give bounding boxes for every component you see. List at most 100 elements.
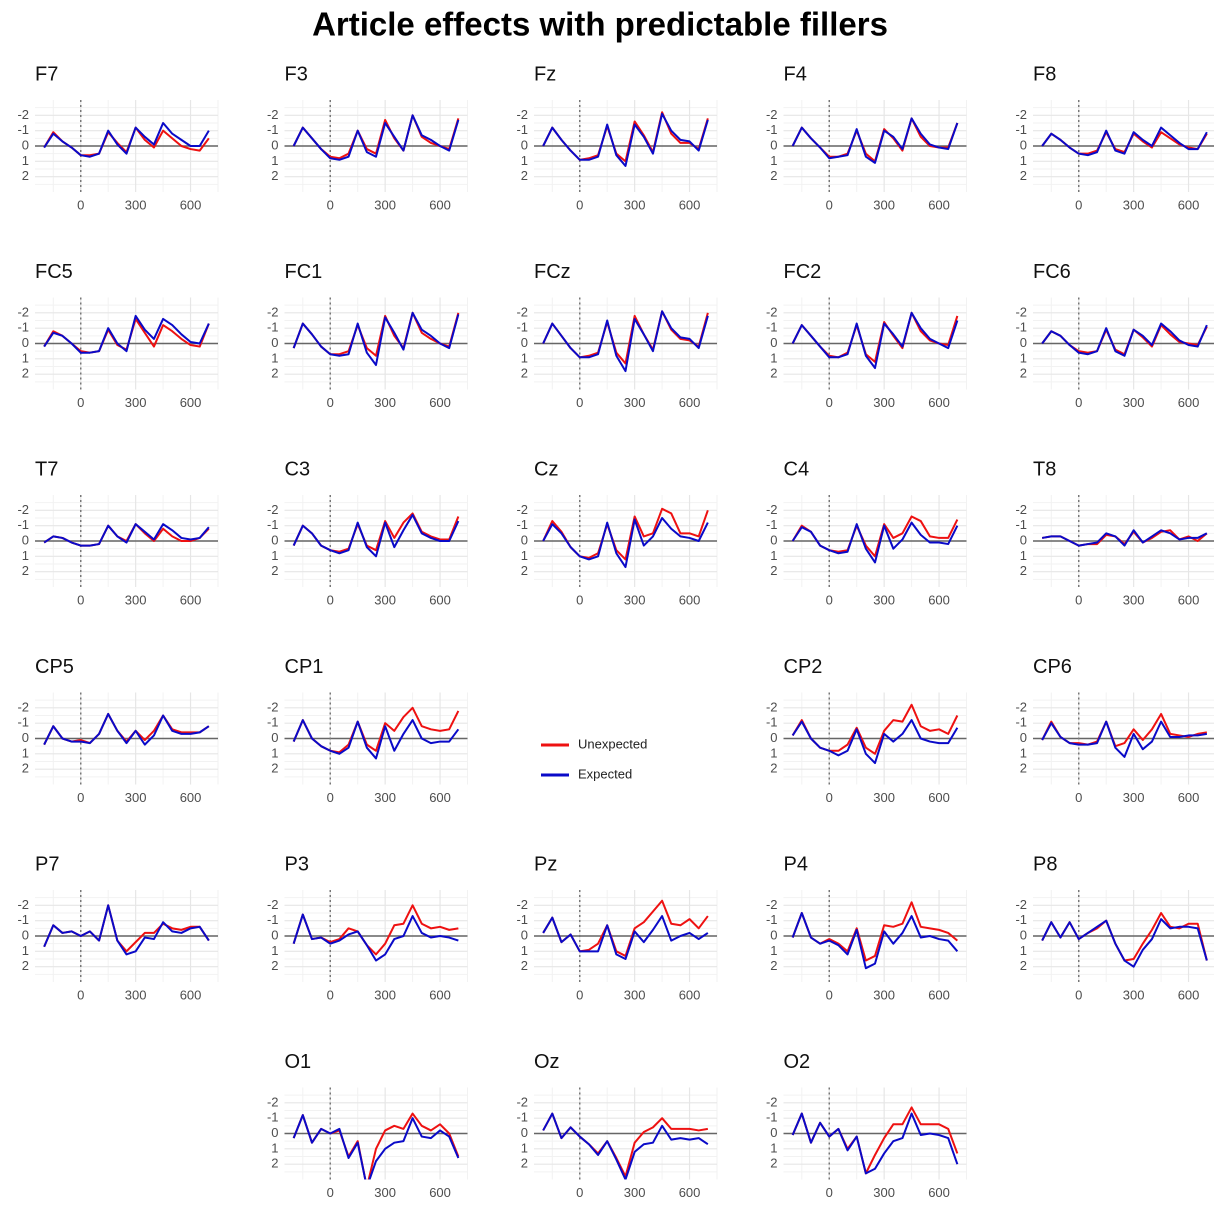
erp-line — [292, 719, 460, 760]
y-tick-label: -1 — [516, 517, 528, 532]
x-tick-label: 600 — [679, 197, 701, 212]
x-tick-label: 0 — [327, 1185, 334, 1200]
y-tick-label: -1 — [1015, 517, 1027, 532]
x-tick-label: 300 — [374, 395, 396, 410]
y-tick-label: -2 — [766, 107, 778, 122]
y-tick-label: -2 — [17, 304, 29, 319]
x-tick-label: 300 — [1123, 395, 1145, 410]
y-tick-label: 0 — [22, 137, 29, 152]
y-tick-label: 2 — [22, 958, 29, 973]
y-tick-label: 0 — [521, 335, 528, 350]
x-tick-label: 600 — [928, 987, 950, 1002]
x-tick-label: 0 — [576, 1185, 583, 1200]
y-tick-label: -1 — [17, 912, 29, 927]
x-tick-label: 0 — [1075, 790, 1082, 805]
x-tick-label: 0 — [826, 790, 833, 805]
y-tick-label: 2 — [770, 366, 777, 381]
x-tick-label: 600 — [1178, 592, 1200, 607]
panel-title: F7 — [35, 63, 58, 85]
y-tick-label: -1 — [766, 1110, 778, 1125]
y-tick-label: -1 — [17, 320, 29, 335]
y-tick-label: 1 — [770, 745, 777, 760]
y-tick-label: 0 — [22, 532, 29, 547]
y-tick-label: 1 — [1020, 745, 1027, 760]
x-tick-label: 0 — [77, 197, 84, 212]
x-tick-label: 0 — [576, 987, 583, 1002]
erp-line — [791, 311, 959, 370]
x-tick-label: 600 — [679, 395, 701, 410]
erp-line — [292, 513, 460, 558]
x-tick-label: 300 — [125, 790, 147, 805]
y-tick-label: 2 — [22, 563, 29, 578]
panel-title: CP5 — [35, 656, 74, 678]
y-tick-label: 0 — [521, 137, 528, 152]
y-tick-label: -1 — [267, 1110, 279, 1125]
x-tick-label: 0 — [77, 987, 84, 1002]
y-tick-label: -2 — [516, 897, 528, 912]
x-tick-label: 300 — [125, 987, 147, 1002]
y-tick-label: 0 — [1020, 730, 1027, 745]
y-tick-label: -2 — [1015, 897, 1027, 912]
x-tick-label: 300 — [374, 790, 396, 805]
x-tick-label: 300 — [1123, 197, 1145, 212]
panel-title: FC2 — [784, 261, 822, 283]
panel-title: O2 — [784, 1051, 811, 1073]
x-tick-label: 300 — [374, 592, 396, 607]
y-tick-label: -1 — [1015, 320, 1027, 335]
erp-line — [292, 1112, 460, 1180]
erp-line — [542, 1112, 709, 1180]
x-tick-label: 600 — [180, 987, 202, 1002]
erp-line — [791, 1106, 959, 1175]
erp-line — [791, 719, 959, 765]
x-tick-label: 300 — [873, 395, 895, 410]
erp-line — [542, 915, 709, 960]
x-tick-label: 300 — [624, 592, 646, 607]
x-tick-label: 300 — [624, 197, 646, 212]
panel-title: FCz — [534, 261, 571, 283]
y-tick-label: 2 — [271, 168, 278, 183]
x-tick-label: 600 — [928, 790, 950, 805]
x-tick-label: 0 — [327, 395, 334, 410]
erp-line — [292, 311, 460, 357]
x-tick-label: 300 — [624, 1185, 646, 1200]
y-tick-label: 1 — [271, 745, 278, 760]
y-tick-label: 0 — [1020, 137, 1027, 152]
y-tick-label: 2 — [521, 366, 528, 381]
panel-title: Fz — [534, 63, 556, 85]
y-tick-label: -2 — [516, 304, 528, 319]
x-tick-label: 300 — [873, 197, 895, 212]
y-tick-label: 2 — [271, 366, 278, 381]
y-tick-label: 0 — [271, 1125, 278, 1140]
y-tick-label: 1 — [521, 153, 528, 168]
y-tick-label: 0 — [521, 927, 528, 942]
erp-line — [791, 117, 959, 163]
legend-label: Expected — [578, 766, 632, 781]
erp-line — [43, 314, 210, 354]
y-tick-label: 1 — [22, 943, 29, 958]
y-tick-label: 1 — [770, 153, 777, 168]
y-tick-label: 2 — [521, 563, 528, 578]
y-tick-label: 1 — [1020, 153, 1027, 168]
y-tick-label: 1 — [22, 548, 29, 563]
erp-line — [1041, 131, 1208, 155]
x-tick-label: 600 — [679, 1185, 701, 1200]
y-tick-label: -2 — [267, 502, 279, 517]
y-tick-label: 0 — [271, 335, 278, 350]
y-tick-label: 0 — [271, 532, 278, 547]
x-tick-label: 600 — [180, 197, 202, 212]
erp-line — [1041, 529, 1208, 547]
y-tick-label: -1 — [17, 715, 29, 730]
x-tick-label: 600 — [429, 592, 451, 607]
panel-title: P3 — [285, 853, 309, 875]
y-tick-label: 2 — [1020, 563, 1027, 578]
y-tick-label: -2 — [766, 304, 778, 319]
panel-title: F8 — [1033, 63, 1056, 85]
y-tick-label: 1 — [521, 548, 528, 563]
panel-title: FC6 — [1033, 261, 1071, 283]
y-tick-label: -1 — [17, 122, 29, 137]
